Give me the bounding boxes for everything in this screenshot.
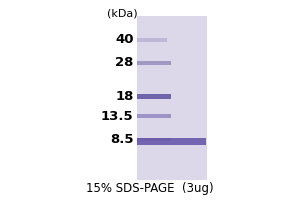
Bar [136,61,171,65]
Bar [136,16,207,180]
Bar [136,114,171,118]
Text: (kDa): (kDa) [107,9,138,19]
Bar [136,138,171,141]
Bar [136,94,171,99]
Text: 15% SDS-PAGE  (3ug): 15% SDS-PAGE (3ug) [86,182,214,195]
Text: 8.5: 8.5 [110,133,134,146]
Text: 18: 18 [115,90,134,103]
Text: 40: 40 [115,33,134,46]
Bar [136,38,166,42]
Text: 13.5: 13.5 [101,110,134,123]
Bar [136,138,206,145]
Text: 28: 28 [115,56,134,69]
